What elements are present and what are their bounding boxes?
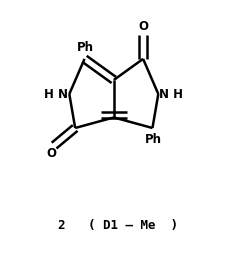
Text: H N: H N <box>44 88 68 100</box>
Text: O: O <box>47 148 57 160</box>
Text: N H: N H <box>160 88 183 100</box>
Text: Ph: Ph <box>77 41 94 54</box>
Text: Ph: Ph <box>145 133 162 146</box>
Text: 2   ( D1 — Me  ): 2 ( D1 — Me ) <box>59 219 178 232</box>
Text: O: O <box>138 20 148 33</box>
